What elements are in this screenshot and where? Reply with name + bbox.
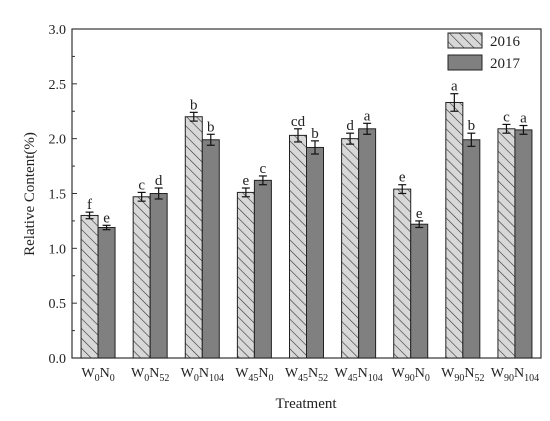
bar-2016-4	[289, 134, 307, 359]
x-tick-label: W90N104	[491, 366, 539, 384]
significance-label: b	[207, 119, 215, 135]
bar-2017-3	[253, 179, 272, 359]
bar-2017-2	[201, 139, 220, 359]
x-tick-label: W0N0	[81, 366, 114, 384]
significance-label: e	[399, 170, 406, 186]
legend-swatch-2016	[447, 32, 483, 49]
legend-label-2017: 2017	[490, 56, 521, 72]
y-tick-label: 0.5	[49, 297, 67, 312]
significance-label: e	[103, 210, 110, 226]
x-tick-label: W90N52	[441, 366, 484, 384]
legend-swatch-2017	[447, 54, 483, 71]
bar-2016-7	[445, 101, 464, 359]
significance-label: b	[311, 126, 319, 142]
x-tick-label: W0N52	[131, 366, 169, 384]
x-tick-label: W45N52	[285, 366, 328, 384]
significance-label: cd	[291, 114, 306, 130]
y-axis-title: Relative Content(%)	[22, 132, 38, 256]
bar-2017-7	[462, 139, 481, 359]
significance-label: a	[364, 108, 371, 124]
bar-2016-8	[497, 128, 516, 359]
x-tick-label: W45N0	[235, 366, 273, 384]
significance-label: e	[243, 173, 250, 189]
bar-2016-1	[132, 196, 151, 359]
significance-label: b	[190, 97, 198, 113]
significance-label: d	[346, 118, 354, 134]
significance-label: d	[155, 173, 163, 189]
significance-label: c	[138, 177, 145, 193]
bar-2016-3	[236, 191, 255, 359]
bar-2017-1	[149, 193, 168, 359]
y-tick-label: 3.0	[49, 23, 67, 38]
x-tick-label: W0N104	[181, 366, 224, 384]
significance-label: a	[520, 111, 527, 127]
bar-2017-8	[514, 129, 533, 359]
significance-label: c	[260, 161, 267, 177]
significance-label: e	[416, 206, 423, 222]
bar-2016-6	[393, 188, 412, 359]
bar-2016-0	[80, 214, 99, 359]
bar-2017-0	[97, 226, 116, 359]
x-axis-title: Treatment	[275, 396, 337, 412]
bar-2016-5	[341, 138, 360, 359]
bar-2016-2	[184, 116, 203, 359]
y-tick-label: 0.0	[49, 352, 67, 367]
y-tick-label: 1.5	[49, 188, 67, 203]
significance-label: a	[451, 79, 458, 95]
significance-label: b	[468, 118, 476, 134]
bar-2017-6	[410, 223, 429, 359]
y-tick-label: 1.0	[49, 242, 67, 257]
y-tick-label: 2.5	[49, 78, 67, 93]
legend-label-2016: 2016	[490, 34, 521, 50]
bar-2017-4	[306, 146, 324, 359]
y-tick-label: 2.0	[49, 133, 67, 148]
significance-label: c	[503, 109, 510, 125]
x-tick-label: W90N0	[392, 366, 430, 384]
significance-label: f	[87, 197, 92, 213]
bar-2017-5	[358, 128, 377, 359]
x-tick-label: W45N104	[334, 366, 382, 384]
